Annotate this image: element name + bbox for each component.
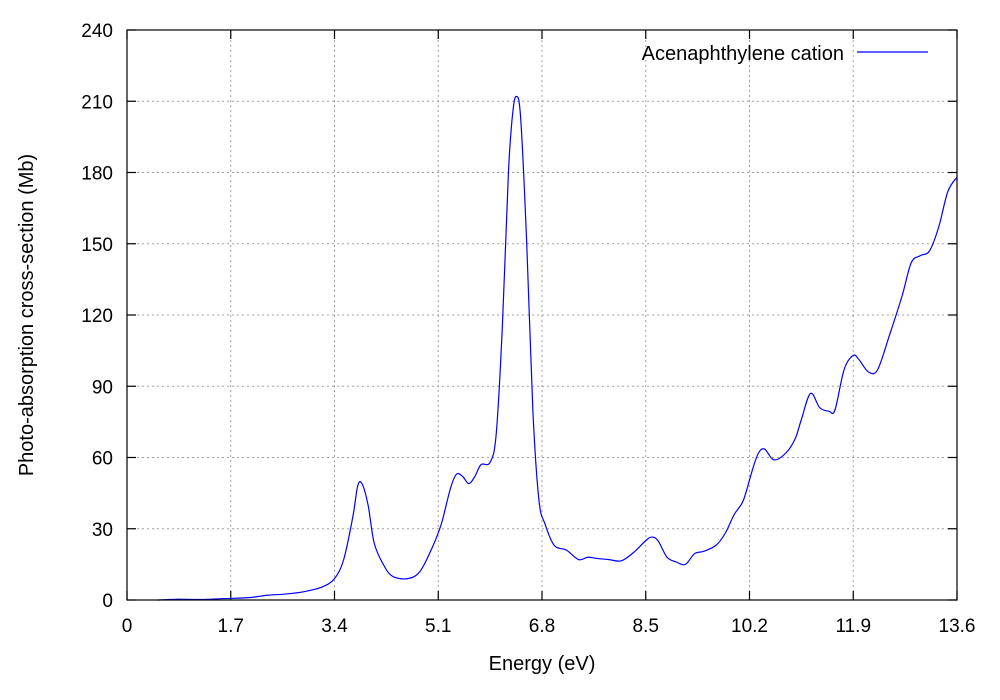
grid-lines <box>127 30 957 600</box>
x-tick-label: 3.4 <box>321 616 348 637</box>
y-tick-label: 210 <box>81 92 113 113</box>
y-tick-labels: 0 30 60 90 120 150 180 210 240 <box>81 21 113 612</box>
y-tick-label: 150 <box>81 235 113 256</box>
y-tick-label: 240 <box>81 21 113 42</box>
x-tick-label: 8.5 <box>633 616 659 637</box>
x-tick-label: 1.7 <box>218 616 244 637</box>
y-axis-title: Photo-absorption cross-section (Mb) <box>16 154 38 476</box>
y-tick-label: 30 <box>92 520 113 541</box>
x-tick-label: 6.8 <box>529 616 555 637</box>
x-tick-label: 11.9 <box>835 616 871 637</box>
y-tick-label: 120 <box>81 306 113 327</box>
x-tick-label: 0 <box>122 616 133 637</box>
plot-frame <box>126 29 958 601</box>
y-tick-label: 60 <box>92 449 113 470</box>
y-tick-label: 90 <box>92 377 113 398</box>
x-tick-label: 5.1 <box>425 616 451 637</box>
series-layer <box>157 95 958 601</box>
y-tick-label: 0 <box>102 591 113 612</box>
x-tick-labels: 0 1.7 3.4 5.1 6.8 8.5 10.2 11.9 13.6 <box>122 616 976 637</box>
x-tick-label: 10.2 <box>731 616 768 637</box>
x-axis-title: Energy (eV) <box>489 653 596 675</box>
legend-label: Acenaphthylene cation <box>642 43 844 65</box>
x-tick-label: 13.6 <box>939 616 976 637</box>
legend: Acenaphthylene cation <box>642 43 928 65</box>
series-line <box>157 95 958 601</box>
y-tick-label: 180 <box>81 164 113 185</box>
